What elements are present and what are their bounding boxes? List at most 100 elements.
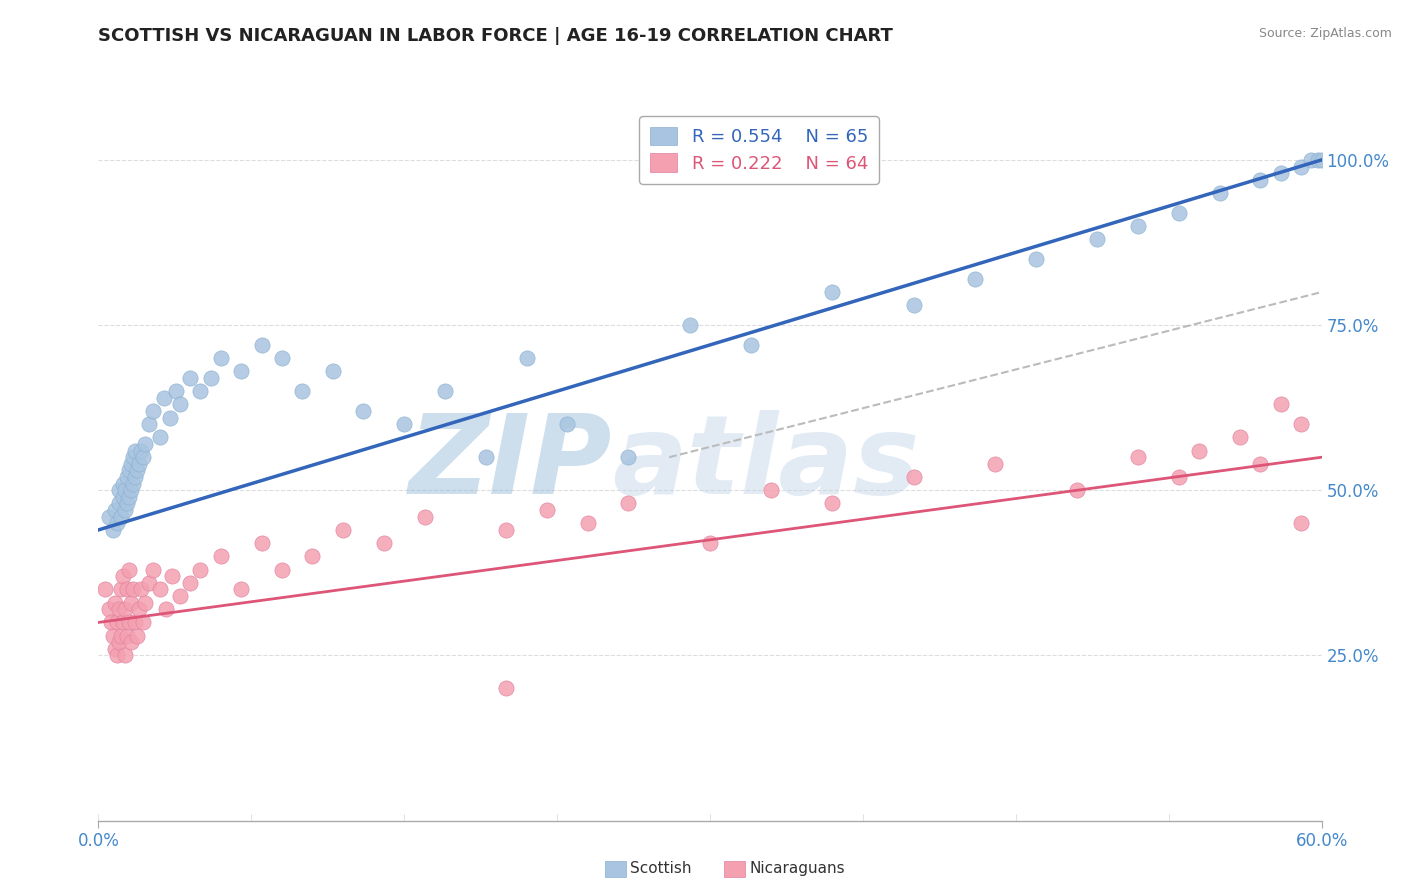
Point <box>179 575 201 590</box>
Point <box>1025 252 1047 266</box>
Point <box>120 483 142 498</box>
Point <box>142 563 165 577</box>
Text: Nicaraguans: Nicaraguans <box>749 862 845 876</box>
Point <box>128 457 150 471</box>
Point <box>159 410 181 425</box>
Point <box>536 503 558 517</box>
Point <box>1270 166 1292 180</box>
Point <box>108 602 131 616</box>
Point <box>1066 483 1088 498</box>
Point <box>474 450 498 465</box>
Point <box>101 629 124 643</box>
Point <box>118 463 141 477</box>
Point <box>250 536 273 550</box>
Point <box>111 569 134 583</box>
Point <box>200 371 222 385</box>
Point <box>132 615 155 630</box>
Text: Source: ZipAtlas.com: Source: ZipAtlas.com <box>1258 27 1392 40</box>
Point <box>114 602 136 616</box>
Point <box>108 635 131 649</box>
Point <box>821 496 844 510</box>
Point <box>188 384 212 399</box>
Point <box>821 285 844 299</box>
Point <box>169 397 191 411</box>
Point <box>127 629 149 643</box>
Point <box>129 443 152 458</box>
Point <box>111 476 134 491</box>
Point <box>617 450 640 465</box>
Point <box>1291 417 1313 432</box>
Point <box>965 272 987 286</box>
Point <box>1085 232 1108 246</box>
Point <box>149 582 172 597</box>
Point <box>169 589 191 603</box>
Point <box>122 582 145 597</box>
Point <box>115 470 138 484</box>
Point <box>97 602 120 616</box>
Point <box>231 582 253 597</box>
Point <box>127 463 149 477</box>
Point <box>104 596 127 610</box>
Point <box>149 430 172 444</box>
Point <box>105 615 128 630</box>
Point <box>617 496 640 510</box>
Point <box>115 629 138 643</box>
Point <box>108 483 131 498</box>
Point <box>104 641 127 656</box>
Text: Scottish: Scottish <box>630 862 692 876</box>
Point <box>122 450 145 465</box>
Point <box>115 582 138 597</box>
Point <box>270 351 294 365</box>
Point <box>1249 457 1271 471</box>
Point <box>114 483 136 498</box>
Point <box>1209 186 1232 200</box>
Point <box>740 338 762 352</box>
Point <box>1167 206 1189 220</box>
Point <box>576 516 599 531</box>
Point <box>118 563 141 577</box>
Point <box>516 351 538 365</box>
Text: atlas: atlas <box>612 410 920 517</box>
Point <box>903 298 925 312</box>
Point <box>111 615 134 630</box>
Point <box>1128 450 1150 465</box>
Point <box>1229 430 1251 444</box>
Point <box>138 417 160 432</box>
Text: ZIP: ZIP <box>409 410 612 517</box>
Point <box>291 384 314 399</box>
Point <box>984 457 1007 471</box>
Point <box>322 364 344 378</box>
Point <box>124 470 146 484</box>
Point <box>101 523 124 537</box>
Point <box>105 648 128 663</box>
Point <box>1306 153 1329 167</box>
Point <box>209 351 232 365</box>
Point <box>105 516 128 531</box>
Point <box>142 404 165 418</box>
Point <box>120 635 142 649</box>
Point <box>160 569 183 583</box>
Point <box>114 503 136 517</box>
Point <box>100 615 122 630</box>
Point <box>110 629 132 643</box>
Point <box>495 523 517 537</box>
Point <box>134 437 156 451</box>
Point <box>209 549 232 564</box>
Point <box>903 470 925 484</box>
Point <box>120 596 142 610</box>
Point <box>120 457 142 471</box>
Point <box>1249 172 1271 186</box>
Text: SCOTTISH VS NICARAGUAN IN LABOR FORCE | AGE 16-19 CORRELATION CHART: SCOTTISH VS NICARAGUAN IN LABOR FORCE | … <box>98 27 893 45</box>
Point <box>132 450 155 465</box>
Point <box>1291 516 1313 531</box>
Point <box>110 509 132 524</box>
Point <box>1128 219 1150 233</box>
Point <box>250 338 273 352</box>
Point <box>699 536 721 550</box>
Point <box>114 648 136 663</box>
Point <box>352 404 374 418</box>
Point <box>104 503 127 517</box>
Point <box>1270 397 1292 411</box>
Point <box>152 391 174 405</box>
Point <box>1291 160 1313 174</box>
